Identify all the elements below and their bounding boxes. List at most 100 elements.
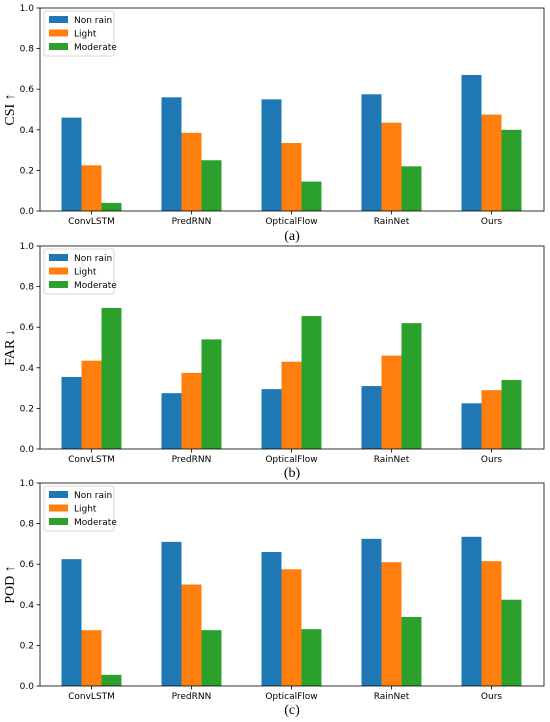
legend-label: Moderate (74, 43, 117, 53)
y-tick-label: 0.6 (20, 323, 35, 333)
y-axis-label: CSI ↑ (3, 93, 18, 125)
bar-convlstm-non-rain (61, 376, 82, 449)
bar-rainnet-light (381, 355, 402, 449)
legend: Non rain Light Moderate (43, 10, 117, 57)
panel-label: (a) (284, 229, 300, 244)
bar-convlstm-moderate (101, 674, 122, 686)
x-tick-label: PredRNN (172, 455, 212, 465)
y-tick-label: 1.0 (20, 4, 35, 14)
bar-ours-moderate (501, 379, 522, 449)
x-tick-label: OpticalFlow (265, 217, 317, 227)
bar-ours-non-rain (461, 403, 482, 449)
y-tick-label: 0.8 (20, 520, 35, 530)
legend-label: Non rain (74, 16, 112, 26)
legend-swatch (49, 518, 68, 525)
chart-panel-2: ConvLSTM PredRNN OpticalFlow RainNet Ours 0.0… (3, 242, 545, 481)
y-tick-label: 0.2 (20, 404, 34, 414)
bar-predrnn-non-rain (161, 393, 182, 449)
bar-predrnn-non-rain (161, 97, 182, 211)
legend-swatch (49, 254, 68, 261)
axes-frame (39, 245, 545, 450)
bar-rainnet-moderate (401, 616, 422, 686)
bar-predrnn-non-rain (161, 541, 182, 686)
bar-predrnn-light (181, 132, 202, 211)
bar-rainnet-light (381, 122, 402, 211)
bar-predrnn-light (181, 584, 202, 686)
legend-label: Light (74, 505, 97, 515)
bar-convlstm-non-rain (61, 559, 82, 686)
chart-panel-3: ConvLSTM PredRNN OpticalFlow RainNet Ours 0.0… (3, 479, 545, 718)
y-axis-label: FAR ↓ (3, 329, 18, 366)
bar-convlstm-non-rain (61, 117, 82, 211)
y-tick-label: 0.4 (20, 601, 35, 611)
bar-convlstm-moderate (101, 202, 122, 211)
chart-panel-1: ConvLSTM PredRNN OpticalFlow RainNet Ours 0.0… (3, 4, 545, 244)
bar-opticalflow-non-rain (261, 552, 282, 686)
y-axis-label: POD ↑ (3, 565, 18, 604)
bar-predrnn-light (181, 372, 202, 449)
bar-rainnet-moderate (401, 166, 422, 211)
y-tick-label: 0.0 (20, 445, 35, 455)
bar-convlstm-light (81, 630, 102, 686)
bar-ours-moderate (501, 599, 522, 686)
bar-opticalflow-non-rain (261, 99, 282, 211)
legend-swatch (49, 281, 68, 288)
x-tick-label: RainNet (374, 692, 410, 702)
bar-opticalflow-light (281, 142, 302, 211)
bar-opticalflow-light (281, 361, 302, 449)
y-tick-label: 0.2 (20, 641, 34, 651)
bar-ours-light (481, 114, 502, 211)
y-tick-label: 0.6 (20, 85, 35, 95)
bar-ours-moderate (501, 129, 522, 211)
legend-label: Non rain (74, 254, 112, 264)
y-tick-label: 0.8 (20, 283, 35, 293)
bar-opticalflow-moderate (301, 181, 322, 211)
bar-rainnet-non-rain (361, 386, 382, 449)
bar-opticalflow-light (281, 569, 302, 686)
legend-swatch (49, 43, 68, 50)
y-tick-label: 0.0 (20, 207, 35, 217)
bar-convlstm-moderate (101, 307, 122, 449)
bar-convlstm-light (81, 165, 102, 211)
bar-opticalflow-moderate (301, 629, 322, 686)
y-tick-label: 0.4 (20, 364, 35, 374)
bar-ours-non-rain (461, 74, 482, 212)
bar-opticalflow-non-rain (261, 389, 282, 449)
legend-label: Non rain (74, 491, 112, 501)
bar-convlstm-light (81, 360, 102, 449)
panel-label: (c) (284, 703, 300, 718)
x-tick-label: ConvLSTM (68, 692, 115, 702)
legend-swatch (49, 267, 68, 275)
panel-label: (b) (284, 466, 301, 481)
legend-swatch (49, 504, 68, 512)
x-tick-label: Ours (481, 455, 502, 465)
y-tick-label: 1.0 (20, 242, 35, 252)
bar-opticalflow-moderate (301, 316, 322, 449)
bar-ours-light (481, 561, 502, 686)
legend-label: Moderate (74, 281, 117, 291)
bar-ours-light (481, 390, 502, 449)
bar-rainnet-non-rain (361, 94, 382, 211)
bar-predrnn-moderate (201, 339, 222, 449)
bar-rainnet-light (381, 562, 402, 686)
bar-rainnet-non-rain (361, 538, 382, 686)
y-tick-label: 0.2 (20, 166, 34, 176)
x-tick-label: Ours (481, 692, 502, 702)
x-tick-label: OpticalFlow (265, 692, 317, 702)
x-tick-label: PredRNN (172, 217, 212, 227)
legend: Non rain Light Moderate (43, 485, 117, 532)
x-tick-label: RainNet (374, 455, 410, 465)
y-tick-label: 0.4 (20, 126, 35, 136)
legend-swatch (49, 16, 68, 23)
legend-label: Light (74, 268, 97, 278)
bar-predrnn-moderate (201, 160, 222, 211)
x-tick-label: ConvLSTM (68, 455, 115, 465)
legend-swatch (49, 29, 68, 37)
legend-label: Moderate (74, 518, 117, 528)
axes-frame (39, 7, 545, 212)
x-tick-label: Ours (481, 217, 502, 227)
x-tick-label: RainNet (374, 217, 410, 227)
legend-swatch (49, 491, 68, 498)
x-tick-label: ConvLSTM (68, 217, 115, 227)
bar-rainnet-moderate (401, 323, 422, 449)
